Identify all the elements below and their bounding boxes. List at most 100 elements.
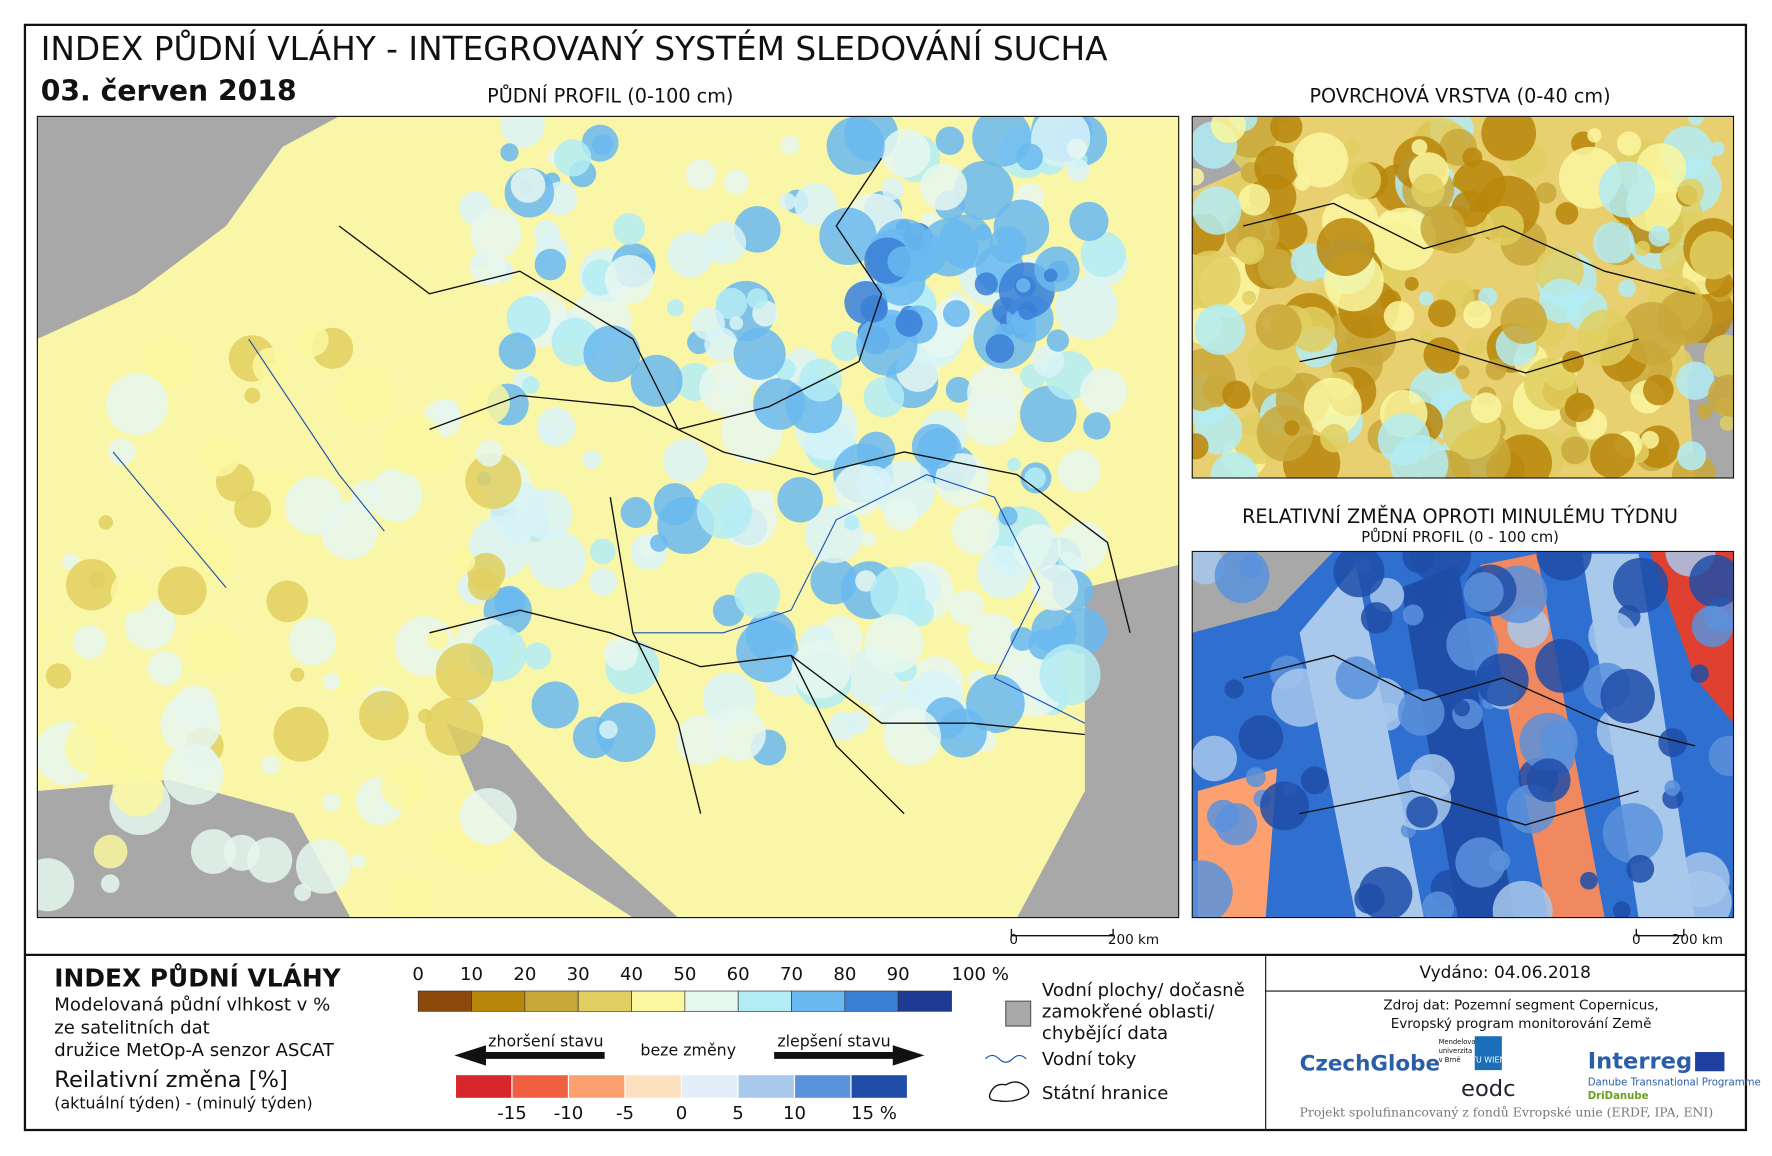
map-texture <box>715 287 748 320</box>
map-texture <box>1215 803 1258 846</box>
index-swatch <box>844 990 899 1012</box>
index-swatch <box>524 990 579 1012</box>
map-texture <box>493 585 526 618</box>
map-texture <box>498 332 536 370</box>
map-texture <box>729 316 744 331</box>
map-texture <box>147 650 183 686</box>
map-texture <box>1535 182 1557 204</box>
map-texture <box>1588 611 1637 661</box>
map-texture <box>1254 145 1299 190</box>
map-texture <box>663 438 708 483</box>
map-texture <box>1590 433 1635 478</box>
map-texture <box>427 628 449 650</box>
map-texture <box>1618 279 1636 298</box>
map-texture <box>1641 430 1660 449</box>
map-texture <box>863 376 905 418</box>
map-texture <box>1360 602 1393 634</box>
map-texture <box>583 325 641 383</box>
map-texture <box>596 702 656 762</box>
map-texture <box>510 168 546 203</box>
map-texture <box>1210 116 1246 143</box>
map-texture <box>780 135 800 155</box>
funding: Projekt spolufinancovaný z fondů Evropsk… <box>1300 1105 1714 1120</box>
map-texture <box>1069 201 1109 241</box>
map-texture <box>534 220 560 246</box>
map-texture <box>1635 240 1651 257</box>
map-texture <box>883 707 942 766</box>
index-swatch <box>577 990 632 1012</box>
index-label: 20 <box>513 964 536 985</box>
scale-label: 200 km <box>1108 932 1159 948</box>
map-texture <box>887 246 919 278</box>
map-texture <box>582 450 602 469</box>
map-texture <box>467 567 501 601</box>
map-subtitle: PŮDNÍ PROFIL (0 - 100 cm) <box>1361 528 1559 546</box>
map-texture <box>1192 860 1233 918</box>
map-texture <box>1420 205 1466 251</box>
map-texture <box>1303 377 1362 436</box>
map-texture <box>1194 304 1246 355</box>
change-label: 5 <box>732 1103 744 1124</box>
map-texture <box>88 570 107 589</box>
map-texture <box>1242 290 1257 305</box>
map-texture <box>273 706 329 762</box>
map-texture <box>162 744 224 805</box>
map-texture <box>1210 452 1259 478</box>
logo: Danube Transnational Programme <box>1588 1078 1761 1089</box>
map-texture <box>1423 337 1460 374</box>
scale-bar <box>1010 928 1114 937</box>
map-texture <box>734 572 781 619</box>
map-texture <box>173 684 217 729</box>
map-texture <box>1411 173 1445 207</box>
index-label: 50 <box>673 964 696 985</box>
map-texture <box>1594 594 1610 611</box>
water-symbol <box>1005 1000 1032 1027</box>
map-texture <box>791 639 851 699</box>
map-texture <box>500 116 545 148</box>
map-texture <box>1080 368 1128 416</box>
map-texture <box>459 788 517 845</box>
map-texture <box>699 361 753 416</box>
change-swatch <box>793 1074 852 1099</box>
map-texture <box>234 490 272 528</box>
map-texture <box>746 288 768 310</box>
map-texture <box>469 249 506 286</box>
change-label: -10 <box>554 1103 584 1124</box>
map-texture <box>522 376 540 394</box>
index-label: 0 <box>412 964 424 985</box>
issued: Vydáno: 04.06.2018 <box>1420 962 1591 982</box>
logo-box <box>1474 1036 1502 1071</box>
map-texture <box>1238 555 1263 579</box>
map-texture <box>1289 306 1336 353</box>
map-texture <box>1383 300 1415 332</box>
map-texture <box>323 672 341 691</box>
map-texture <box>985 334 1015 363</box>
map-texture <box>335 363 394 422</box>
index-label: 80 <box>833 964 856 985</box>
map-texture <box>98 515 113 530</box>
map-texture <box>1428 299 1456 328</box>
change-label: -15 <box>497 1103 527 1124</box>
change-map <box>1192 551 1734 918</box>
map-texture <box>350 853 366 869</box>
map-texture <box>296 838 352 894</box>
logo: v Brně <box>1439 1056 1461 1064</box>
map-texture <box>620 497 652 529</box>
map-texture <box>1224 679 1244 699</box>
map-texture <box>1577 309 1634 366</box>
map-texture <box>1580 871 1598 890</box>
map-texture <box>945 376 972 403</box>
map-texture <box>1016 278 1031 293</box>
map-texture <box>779 193 796 210</box>
map-texture <box>881 177 904 200</box>
map-texture <box>1536 551 1592 581</box>
map-texture <box>266 580 309 623</box>
map-texture <box>1057 449 1101 493</box>
map-texture <box>976 545 1030 599</box>
map-texture <box>45 663 72 689</box>
map-texture <box>733 327 786 380</box>
map-texture <box>1402 604 1424 626</box>
map-texture <box>714 241 729 256</box>
map-texture <box>685 159 717 190</box>
map-texture <box>1598 161 1656 218</box>
